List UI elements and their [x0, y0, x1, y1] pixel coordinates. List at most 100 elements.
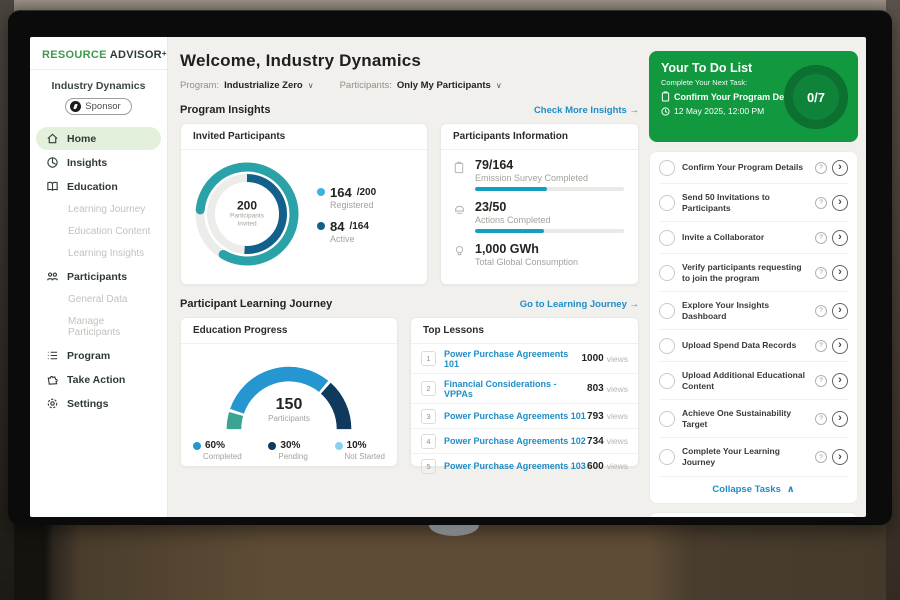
lesson-row[interactable]: 1 Power Purchase Agreements 101 1000 vie… — [411, 344, 638, 374]
program-select[interactable]: Program: Industrialize Zero ∨ — [180, 80, 314, 91]
sidebar-item-home[interactable]: Home — [36, 127, 161, 150]
lesson-link[interactable]: Financial Considerations - VPPAs — [444, 378, 557, 399]
card-title: Participants Information — [441, 124, 638, 150]
sidebar-item-manage-participants[interactable]: Manage Participants — [36, 311, 161, 343]
sidebar-item-take-action[interactable]: Take Action — [36, 368, 161, 391]
task-checkbox[interactable] — [659, 194, 675, 211]
sidebar-item-education-content[interactable]: Education Content — [36, 221, 161, 242]
todo-next-task: Confirm Your Program Details — [674, 91, 803, 102]
chevron-up-icon: ∧ — [786, 483, 795, 495]
sidebar-item-general-data[interactable]: General Data — [36, 289, 161, 310]
home-icon — [46, 132, 59, 145]
help-icon[interactable]: ? — [815, 231, 827, 244]
sidebar-nav: Home Insights Education Learning Journey… — [30, 127, 167, 415]
filter-bar: Program: Industrialize Zero ∨ Participan… — [180, 80, 639, 91]
program-label: Program: — [180, 80, 220, 91]
chevron-right-icon[interactable]: › — [832, 410, 848, 427]
sidebar-item-insights[interactable]: Insights — [36, 151, 161, 174]
learning-journey-heading: Participant Learning Journey — [180, 298, 333, 310]
task-row: Confirm Your Program Details ? › — [659, 152, 848, 184]
main-content: Welcome, Industry Dynamics Program: Indu… — [168, 37, 649, 517]
lesson-row[interactable]: 3 Power Purchase Agreements 101 793 view… — [411, 404, 638, 429]
sidebar-item-settings[interactable]: Settings — [36, 392, 161, 415]
actions-progress-bar — [475, 229, 624, 233]
legend-dot — [317, 188, 325, 196]
sidebar-item-label: Education Content — [68, 226, 151, 237]
chevron-right-icon[interactable]: › — [832, 159, 848, 176]
legend-dot — [268, 441, 277, 450]
task-checkbox[interactable] — [659, 372, 675, 389]
task-checkbox[interactable] — [659, 229, 675, 246]
check-more-insights-link[interactable]: Check More Insights → — [533, 104, 639, 116]
recent-news-card: Recent News — [649, 511, 858, 517]
chevron-right-icon[interactable]: › — [832, 264, 848, 281]
card-title: Education Progress — [181, 318, 397, 344]
sidebar-item-education[interactable]: Education — [36, 175, 161, 198]
sidebar-item-participants[interactable]: Participants — [36, 265, 161, 288]
sidebar: RESOURCE ADVISOR+ Industry Dynamics Spon… — [30, 37, 168, 517]
go-to-learning-journey-link[interactable]: Go to Learning Journey → — [519, 298, 639, 310]
help-icon[interactable]: ? — [815, 304, 827, 317]
sidebar-item-learning-insights[interactable]: Learning Insights — [36, 243, 161, 264]
todo-due: 12 May 2025, 12:00 PM — [674, 106, 765, 116]
help-icon[interactable]: ? — [815, 266, 827, 279]
lesson-link[interactable]: Power Purchase Agreements 102 — [444, 436, 586, 446]
participants-information-card: Participants Information 79/164 Emission… — [440, 123, 639, 285]
todo-subtitle: Complete Your Next Task: — [661, 78, 748, 87]
legend-registered: 164/200 Registered — [317, 185, 376, 210]
lesson-link[interactable]: Power Purchase Agreements 101 — [444, 411, 586, 421]
task-row: Send 50 Invitations to Participants ? › — [659, 184, 848, 223]
puzzle-icon — [46, 373, 59, 386]
legend-not-started: 10% Not Started — [334, 440, 385, 461]
participants-select[interactable]: Participants: Only My Participants ∨ — [340, 80, 502, 91]
org-name: Industry Dynamics — [51, 80, 146, 92]
bulb-icon — [451, 242, 467, 267]
task-checkbox[interactable] — [659, 337, 675, 354]
task-row: Explore Your Insights Dashboard ? › — [659, 292, 848, 331]
help-icon[interactable]: ? — [815, 451, 827, 464]
legend-active: 84/164 Active — [317, 219, 376, 244]
task-checkbox[interactable] — [659, 302, 675, 319]
sidebar-item-program[interactable]: Program — [36, 344, 161, 367]
invited-participants-card: Invited Participants 200 Participant — [180, 123, 428, 285]
todo-progress-badge: 0/7 — [784, 65, 848, 129]
help-icon[interactable]: ? — [815, 196, 827, 209]
sidebar-item-label: Insights — [67, 156, 108, 169]
legend-completed: 60% Completed — [193, 440, 242, 461]
chevron-right-icon[interactable]: › — [832, 302, 848, 319]
donut-legend: 164/200 Registered 84/164 Active — [317, 176, 376, 253]
sidebar-item-learning-journey[interactable]: Learning Journey — [36, 199, 161, 220]
todo-task-list: Confirm Your Program Details ? › Send 50… — [649, 151, 858, 504]
task-row: Complete Your Learning Journey ? › — [659, 438, 848, 477]
insights-icon — [46, 156, 59, 169]
task-checkbox[interactable] — [659, 449, 675, 466]
chevron-right-icon[interactable]: › — [832, 372, 848, 389]
stat-total-consumption: 1,000 GWh Total Global Consumption — [451, 242, 624, 267]
lesson-row[interactable]: 5 Power Purchase Agreements 103 600 view… — [411, 454, 638, 478]
gauge-legend: 60% Completed 30% Pending 10% Not Starte… — [181, 436, 397, 461]
chevron-right-icon[interactable]: › — [832, 449, 848, 466]
help-icon[interactable]: ? — [815, 374, 827, 387]
task-row: Achieve One Sustainability Target ? › — [659, 400, 848, 439]
rank-badge: 5 — [421, 458, 436, 474]
collapse-tasks-link[interactable]: Collapse Tasks ∧ — [712, 483, 795, 495]
task-checkbox[interactable] — [659, 264, 675, 281]
task-checkbox[interactable] — [659, 159, 675, 176]
book-icon — [46, 180, 59, 193]
lesson-row[interactable]: 2 Financial Considerations - VPPAs 803 v… — [411, 374, 638, 404]
lesson-link[interactable]: Power Purchase Agreements 103 — [444, 461, 586, 471]
chevron-right-icon[interactable]: › — [832, 194, 848, 211]
sidebar-item-label: Manage Participants — [68, 316, 121, 338]
stat-emission-survey: 79/164 Emission Survey Completed — [451, 158, 624, 191]
people-icon — [46, 270, 59, 283]
lesson-row[interactable]: 4 Power Purchase Agreements 102 734 view… — [411, 429, 638, 454]
lesson-link[interactable]: Power Purchase Agreements 101 — [444, 348, 569, 369]
help-icon[interactable]: ? — [815, 412, 827, 425]
chevron-down-icon: ∨ — [495, 81, 502, 90]
education-gauge-chart: 150 Participants — [194, 350, 384, 436]
chevron-right-icon[interactable]: › — [832, 337, 848, 354]
help-icon[interactable]: ? — [815, 161, 827, 174]
help-icon[interactable]: ? — [815, 339, 827, 352]
chevron-right-icon[interactable]: › — [832, 229, 848, 246]
task-checkbox[interactable] — [659, 410, 675, 427]
